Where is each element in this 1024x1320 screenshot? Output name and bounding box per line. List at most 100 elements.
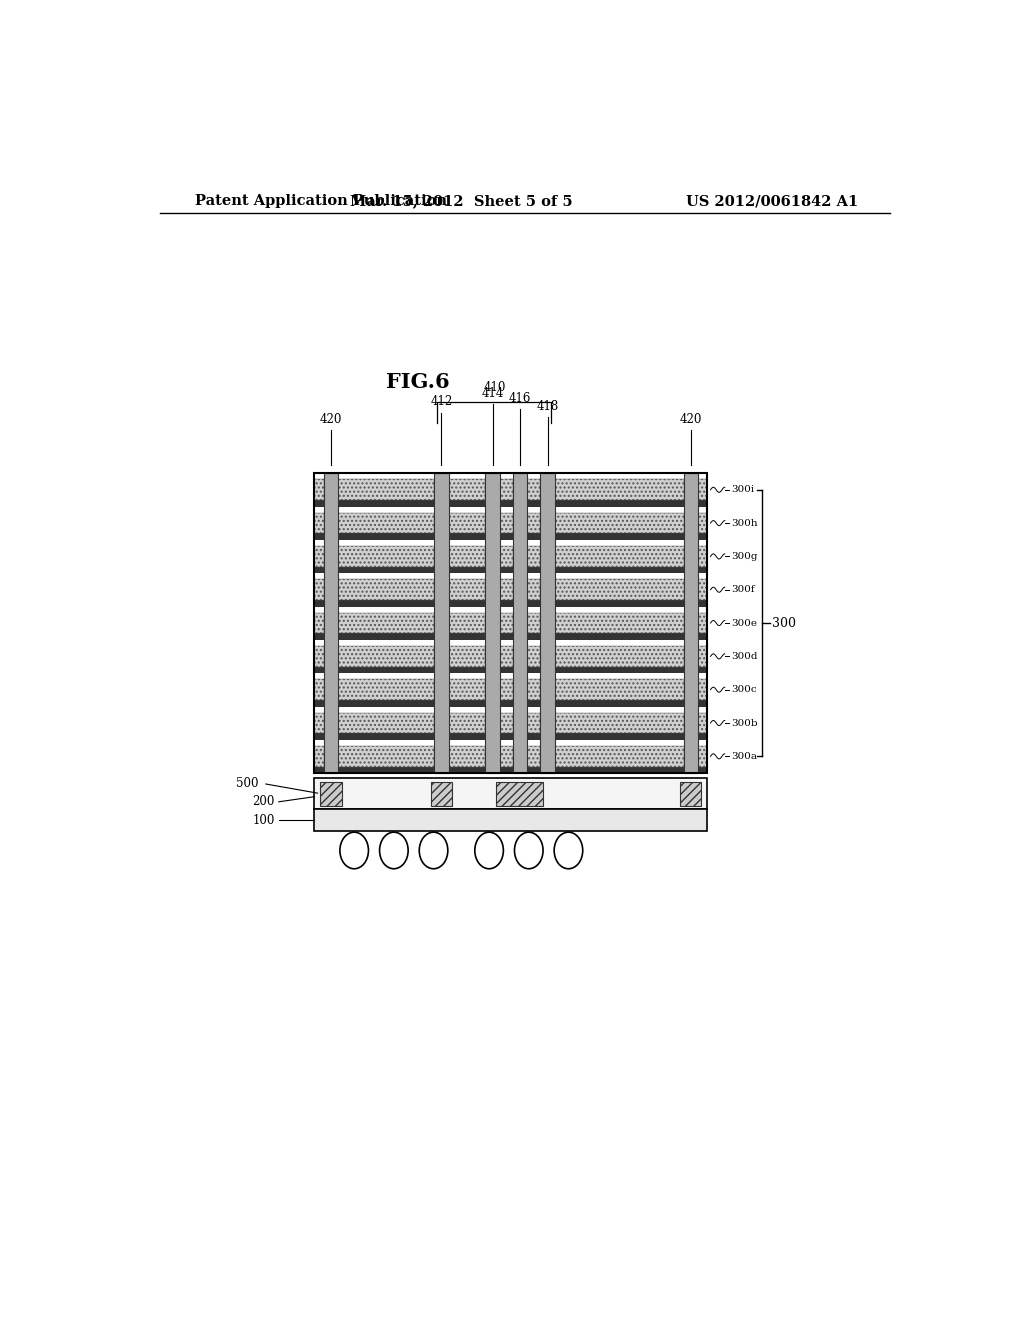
Bar: [555, 634, 684, 640]
Bar: [527, 746, 541, 767]
Bar: [314, 809, 708, 832]
Bar: [314, 746, 324, 767]
Text: 414: 414: [481, 387, 504, 400]
Bar: [449, 612, 485, 634]
Bar: [338, 746, 434, 767]
Text: 420: 420: [319, 413, 342, 426]
Bar: [697, 579, 708, 601]
Bar: [555, 713, 684, 734]
Bar: [541, 474, 555, 774]
Bar: [527, 734, 541, 741]
Bar: [449, 680, 485, 700]
Bar: [555, 500, 684, 507]
Text: Mar. 15, 2012  Sheet 5 of 5: Mar. 15, 2012 Sheet 5 of 5: [350, 194, 572, 209]
Bar: [449, 734, 485, 741]
Text: US 2012/0061842 A1: US 2012/0061842 A1: [686, 194, 858, 209]
Bar: [449, 500, 485, 507]
Text: 300e: 300e: [731, 619, 757, 627]
Bar: [338, 601, 434, 607]
Bar: [555, 700, 684, 706]
Bar: [527, 579, 541, 601]
Bar: [449, 700, 485, 706]
Bar: [527, 767, 541, 774]
Bar: [500, 566, 513, 573]
Text: 300i: 300i: [731, 486, 755, 494]
Bar: [314, 713, 324, 734]
Bar: [527, 713, 541, 734]
Bar: [697, 512, 708, 533]
Bar: [555, 479, 684, 500]
Bar: [449, 566, 485, 573]
Bar: [338, 667, 434, 673]
Bar: [680, 781, 701, 805]
Bar: [500, 601, 513, 607]
Bar: [697, 680, 708, 700]
Bar: [697, 700, 708, 706]
Bar: [555, 601, 684, 607]
Bar: [697, 500, 708, 507]
Text: 100: 100: [253, 813, 274, 826]
Bar: [697, 546, 708, 566]
Bar: [500, 546, 513, 566]
Circle shape: [380, 832, 409, 869]
Bar: [684, 474, 697, 774]
Text: 420: 420: [680, 413, 701, 426]
Text: FIG.6: FIG.6: [386, 372, 450, 392]
Bar: [527, 533, 541, 540]
Bar: [314, 767, 324, 774]
Text: 412: 412: [430, 396, 453, 408]
Bar: [500, 634, 513, 640]
Bar: [314, 566, 324, 573]
Bar: [555, 667, 684, 673]
Bar: [449, 634, 485, 640]
Bar: [314, 533, 324, 540]
Bar: [449, 746, 485, 767]
Bar: [314, 546, 324, 566]
Bar: [449, 512, 485, 533]
Bar: [555, 512, 684, 533]
Bar: [697, 533, 708, 540]
Bar: [513, 474, 527, 774]
Bar: [697, 566, 708, 573]
Circle shape: [419, 832, 447, 869]
Text: 500: 500: [237, 777, 259, 789]
Text: 300h: 300h: [731, 519, 758, 528]
Bar: [500, 500, 513, 507]
Bar: [314, 474, 708, 774]
Bar: [500, 612, 513, 634]
Bar: [697, 634, 708, 640]
Bar: [555, 645, 684, 667]
Bar: [500, 667, 513, 673]
Bar: [338, 680, 434, 700]
Bar: [697, 746, 708, 767]
Bar: [555, 579, 684, 601]
Text: 300: 300: [772, 616, 797, 630]
Bar: [338, 634, 434, 640]
Bar: [431, 781, 453, 805]
Bar: [338, 533, 434, 540]
Bar: [338, 612, 434, 634]
Bar: [338, 512, 434, 533]
Bar: [314, 734, 324, 741]
Bar: [338, 645, 434, 667]
Text: 300a: 300a: [731, 752, 757, 760]
Bar: [338, 700, 434, 706]
Bar: [314, 634, 324, 640]
Bar: [527, 546, 541, 566]
Text: 418: 418: [537, 400, 559, 412]
Bar: [321, 781, 342, 805]
Text: 300d: 300d: [731, 652, 758, 661]
Bar: [527, 566, 541, 573]
Circle shape: [554, 832, 583, 869]
Bar: [527, 612, 541, 634]
Bar: [496, 781, 543, 805]
Bar: [555, 746, 684, 767]
Bar: [314, 474, 708, 774]
Bar: [527, 667, 541, 673]
Bar: [555, 533, 684, 540]
Text: 300b: 300b: [731, 718, 758, 727]
Bar: [697, 713, 708, 734]
Bar: [697, 645, 708, 667]
Bar: [314, 512, 324, 533]
Bar: [338, 579, 434, 601]
